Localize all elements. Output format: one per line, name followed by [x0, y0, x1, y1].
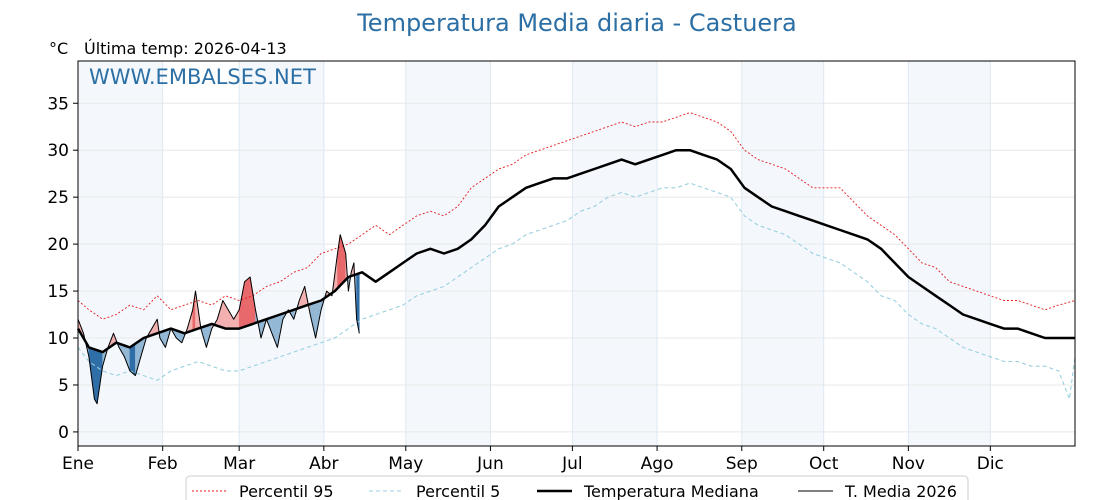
x-tick-label: Sep [726, 454, 758, 474]
x-tick-label: Dic [977, 454, 1004, 474]
x-tick-label: Nov [892, 454, 925, 474]
y-tick-label: 10 [47, 329, 69, 349]
series-line [77, 234, 360, 405]
y-tick-label: 25 [47, 188, 69, 208]
series-lines [76, 112, 1076, 405]
legend: Percentil 95 Percentil 5 Temperatura Media… [185, 475, 969, 500]
plot-frame [77, 60, 1076, 447]
x-tick-label: Feb [148, 454, 178, 474]
x-tick-label: Jul [561, 454, 583, 474]
month-band [572, 61, 658, 446]
x-tick-label: May [388, 454, 423, 474]
month-bands [78, 61, 991, 446]
x-tick-label: Jun [476, 454, 504, 474]
month-band [908, 61, 991, 446]
series-line [77, 182, 1076, 400]
y-tick-label: 15 [47, 282, 69, 302]
y-tick-label: 35 [47, 94, 69, 114]
anomaly-fill [244, 276, 251, 328]
month-band [741, 61, 824, 446]
legend-label: Percentil 5 [416, 482, 500, 500]
month-band [239, 61, 324, 446]
month-band [78, 61, 163, 446]
watermark: WWW.EMBALSES.NET [89, 65, 316, 89]
x-tick-label: Mar [223, 454, 255, 474]
y-axis-ticks: 0 5 10 15 20 25 30 35 [47, 94, 78, 443]
last-temp-label: Última temp: 2026-04-13 [84, 39, 287, 58]
chart-title: Temperatura Media diaria - Castuera [356, 9, 797, 37]
x-tick-label: Ene [62, 454, 94, 474]
x-tick-label: Ago [641, 454, 674, 474]
x-tick-label: Abr [309, 454, 338, 474]
x-axis-ticks: Ene Feb Mar Abr May Jun Jul Ago Sep Oct Nov Dic [62, 446, 1004, 474]
y-tick-label: 5 [58, 376, 69, 396]
anomaly-fill [94, 348, 98, 405]
y-tick-label: 30 [47, 141, 69, 161]
legend-label: Percentil 95 [239, 482, 334, 500]
grid-lines [77, 61, 1075, 446]
legend-box [185, 475, 969, 500]
legend-label: Temperatura Mediana [583, 482, 759, 500]
x-tick-label: Oct [809, 454, 839, 474]
y-tick-label: 0 [58, 423, 69, 443]
series-line [76, 148, 1075, 354]
legend-label: T. Media 2026 [844, 482, 957, 500]
unit-label: °C [49, 39, 68, 58]
y-tick-label: 20 [47, 235, 69, 255]
